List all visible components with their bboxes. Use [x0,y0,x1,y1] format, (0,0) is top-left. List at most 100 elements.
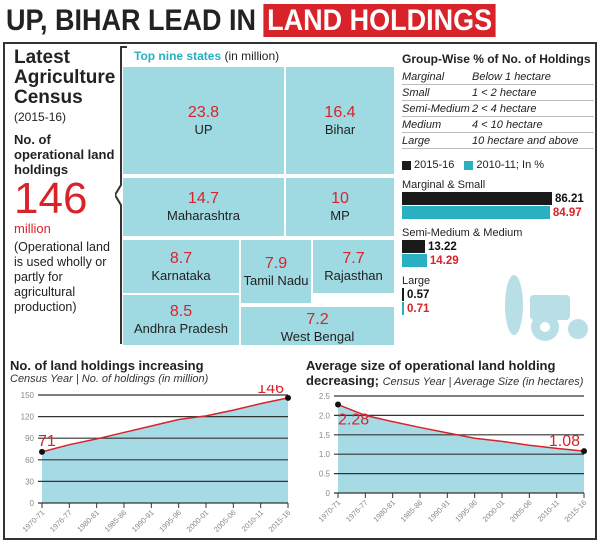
data-label: 2.28 [338,412,369,429]
bar-value: 84.97 [552,206,582,219]
series-line [41,397,289,453]
y-tick-label: 150 [21,391,35,400]
chart2-title: Average size of operational land holding… [306,358,556,388]
treemap-tile: 7.9 Tamil Nadu [240,239,312,304]
group-name: Large [402,134,431,147]
headline-highlight: LAND HOLDINGS [263,4,496,37]
state-name: MP [330,208,350,223]
bar-row: 13.22 [402,240,594,253]
treemap-tile: 23.8 UP [122,66,285,175]
treemap-title: Top nine states [134,49,222,63]
group-row: Marginal Below 1 hectare [402,69,594,85]
x-tick-label: 2000-01 [481,498,507,524]
x-tick-label: 1995-96 [157,508,183,534]
state-name: Karnataka [151,267,211,283]
bar [402,302,404,315]
x-tick-label: 1990-91 [426,498,452,524]
bar-row: 84.97 [402,206,594,219]
census-summary: Latest Agriculture Census (2015-16) No. … [14,48,119,315]
chart2-subtitle: Census Year | Average Size (in hectares) [382,376,584,388]
chart2-svg: 0 0.5 1.0 1.5 2.0 2.5 1970-71 1976-77 1980-81 198… [317,392,589,524]
group-name: Semi-Medium [402,102,470,115]
treemap-tile: 8.5 Andhra Pradesh [122,294,240,346]
state-name: Andhra Pradesh [134,321,228,336]
chart1-svg: 0 30 60 90 120 150 1970-71 1976-77 1980-81 1985-8… [21,380,293,534]
frame [3,42,597,540]
x-tick-label: 1995-96 [453,498,479,524]
headline-part1: UP, BIHAR LEAD IN [6,4,264,37]
group-size: 2 < 4 hectare [472,102,537,115]
group-name: Marginal [402,70,445,83]
state-value: 8.5 [169,303,193,320]
bar-category-label: Marginal & Small [402,179,486,191]
data-label: 146 [257,385,284,397]
group-row: Medium 4 < 10 hectare [402,117,594,133]
bar [402,240,425,253]
group-title: Group-Wise % of No. of Holdings [402,52,591,66]
end-point [285,394,291,401]
headline: UP, BIHAR LEAD IN LAND HOLDINGS [6,4,496,38]
y-tick-label: 0 [326,489,331,498]
state-name: West Bengal [280,329,355,344]
x-tick-label: 1990-91 [130,508,156,534]
state-value: 10 [331,190,349,207]
census-years: (2015-16) [14,110,67,124]
treemap-unit: (in million) [224,49,280,63]
treemap-tile: 7.7 Rajasthan [312,239,395,294]
state-value: 7.7 [342,249,365,267]
group-panel: Group-Wise % of No. of Holdings Marginal… [402,52,594,315]
legend-2010: 2010-11; In % [464,159,544,171]
x-tick-label: 1980-81 [371,498,397,524]
group-row: Large 10 hectare and above [402,133,594,149]
bar-category-label: Semi-Medium & Medium [402,227,523,239]
bar-legend: 2015-16 2010-11; In % [402,159,594,171]
treemap-tile: 14.7 Maharashtra [122,177,285,237]
tractor-wheat-icon [505,275,588,341]
legend-2015: 2015-16 [402,159,454,171]
holdings-chart: No. of land holdings increasing Census Y… [10,358,295,555]
holdings-unit: million [14,221,51,236]
state-value: 8.7 [169,249,193,267]
y-tick-label: 60 [25,456,34,465]
bar-value: 14.29 [429,254,459,267]
holdings-note: (Operational land is used wholly or part… [14,240,110,314]
chart1-title: No. of land holdings increasing [10,358,204,373]
chart1-subtitle: Census Year | No. of holdings (in millio… [10,373,209,385]
y-tick-label: 1.0 [319,450,331,459]
group-row: Semi-Medium 2 < 4 hectare [402,101,594,117]
x-tick-label: 2005-06 [508,498,534,524]
x-tick-label: 2015-16 [563,498,589,524]
x-tick-label: 2015-16 [267,508,293,534]
bar-value: 13.22 [428,240,457,253]
bar-row: 0.71 [402,302,594,315]
state-value: 16.4 [324,103,356,121]
state-name: Tamil Nadu [243,272,309,288]
state-name: Rajasthan [324,267,383,283]
y-tick-label: 2.0 [319,411,331,420]
bar-row: 0.57 [402,288,594,301]
census-heading: Latest Agriculture Census [14,47,116,108]
treemap-tile: 10 MP [285,177,395,237]
size-chart: Average size of operational land holding… [306,358,591,543]
x-tick-label: 2005-06 [212,508,238,534]
bar-value: 86.21 [555,192,584,205]
treemap-tile: 16.4 Bihar [285,66,395,175]
state-value: 14.7 [187,190,220,207]
x-tick-label: 1985-86 [399,498,425,524]
bar-row: 14.29 [402,254,594,267]
x-tick-label: 2000-01 [185,508,211,534]
brace [115,46,127,344]
holdings-label: No. of operational land holdings [14,132,115,177]
state-name: Bihar [324,121,356,137]
holdings-value: 146 [14,174,88,223]
bar [402,192,552,205]
bar-value: 0.57 [407,288,430,301]
y-tick-label: 90 [25,434,34,443]
area-fill [42,397,288,503]
bar-category-label: Large [402,275,431,287]
end-point [335,401,341,408]
x-tick-label: 1985-86 [103,508,129,534]
bar-row: 86.21 [402,192,594,205]
x-tick-label: 1970-71 [21,508,47,534]
group-size: 10 hectare and above [472,134,579,147]
